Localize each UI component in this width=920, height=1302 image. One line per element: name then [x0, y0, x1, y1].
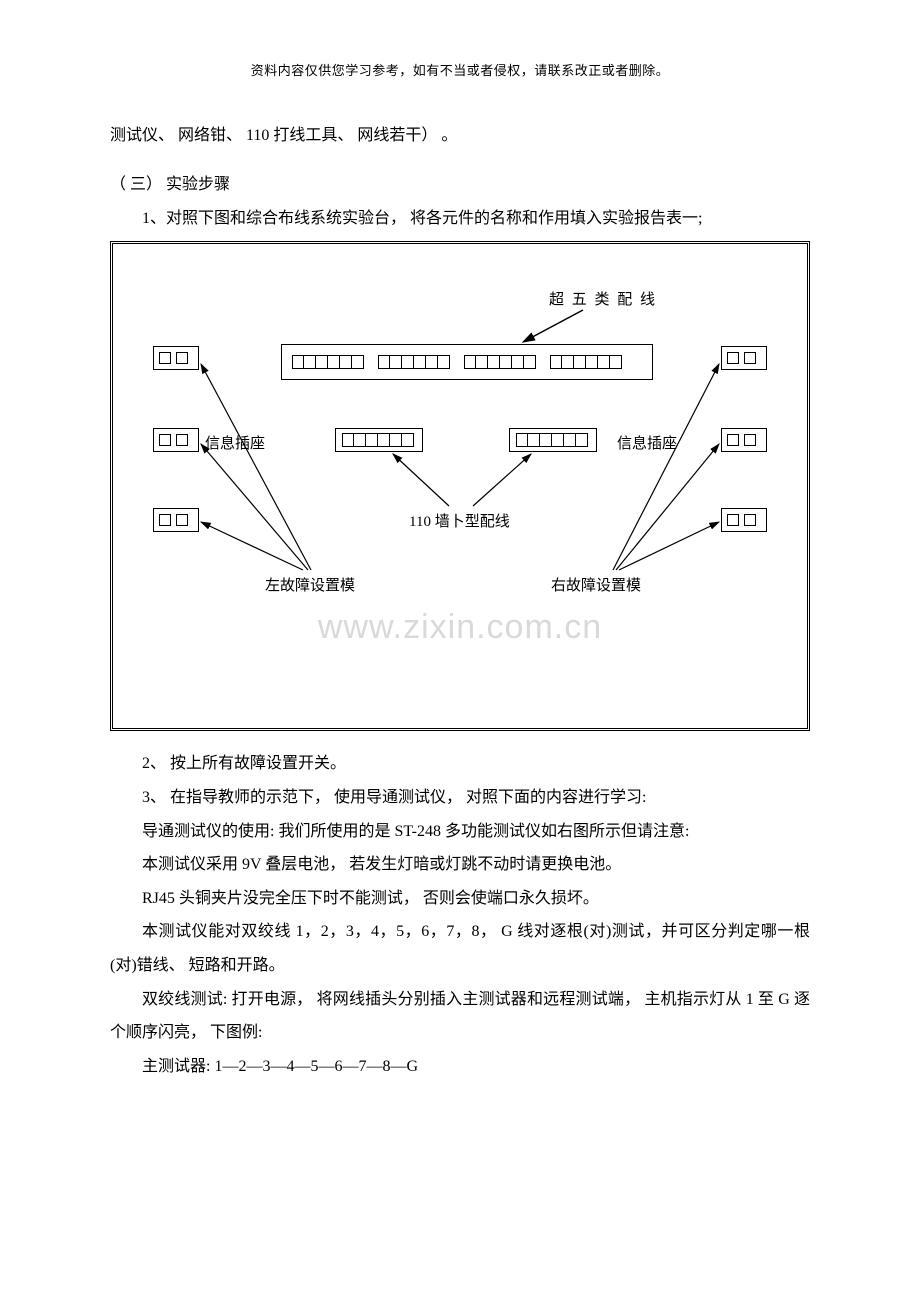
tools-line: 测试仪、 网络钳、 110 打线工具、 网线若干） 。: [110, 119, 810, 153]
label-left-socket: 信息插座: [205, 432, 265, 453]
info-socket-box: [153, 508, 199, 532]
wiring-diagram: www.zixin.com.cn 超 五 类 配 线: [110, 241, 810, 731]
info-socket-box: [153, 346, 199, 370]
info-socket-box: [721, 346, 767, 370]
wall-panel-left: [335, 428, 423, 452]
port-group: [550, 355, 622, 369]
diagram-arrows: [113, 244, 807, 728]
port-group: [292, 355, 364, 369]
port-group: [464, 355, 536, 369]
wall-panel-right: [509, 428, 597, 452]
main-patch-panel: [281, 344, 653, 380]
tester-usage: 导通测试仪的使用: 我们所使用的是 ST-248 多功能测试仪如右图所示但请注意…: [110, 815, 810, 849]
step-2: 2、 按上所有故障设置开关。: [110, 747, 810, 781]
label-left-fault: 左故障设置模: [265, 574, 355, 595]
info-socket-box: [721, 508, 767, 532]
section-3-title: （ 三） 实验步骤: [110, 167, 810, 202]
step-1: 1、对照下图和综合布线系统实验台， 将各元件的名称和作用填入实验报告表一;: [110, 202, 810, 236]
info-socket-box: [153, 428, 199, 452]
label-right-socket: 信息插座: [617, 432, 677, 453]
twisted-pair-test: 双绞线测试: 打开电源， 将网线插头分别插入主测试器和远程测试端， 主机指示灯从…: [110, 983, 810, 1050]
port-group: [342, 433, 414, 447]
step-3: 3、 在指导教师的示范下， 使用导通测试仪， 对照下面的内容进行学习:: [110, 781, 810, 815]
main-tester-seq: 主测试器: 1—2—3—4—5—6—7—8—G: [110, 1050, 810, 1084]
info-socket-box: [721, 428, 767, 452]
label-top-patch: 超 五 类 配 线: [549, 288, 657, 309]
spacer: [110, 153, 810, 167]
rj45-note: RJ45 头铜夹片没完全压下时不能测试， 否则会使端口永久损坏。: [110, 882, 810, 916]
port-group: [516, 433, 588, 447]
label-right-fault: 右故障设置模: [551, 574, 641, 595]
label-110-panel: 110 墙卜型配线: [409, 510, 510, 531]
header-note: 资料内容仅供您学习参考，如有不当或者侵权，请联系改正或者删除。: [110, 60, 810, 79]
watermark-text: www.zixin.com.cn: [318, 608, 602, 647]
pairs-note: 本测试仪能对双绞线 1，2，3，4，5，6，7，8， G 线对逐根(对)测试，并…: [110, 915, 810, 982]
page: 资料内容仅供您学习参考，如有不当或者侵权，请联系改正或者删除。 测试仪、 网络钳…: [0, 0, 920, 1143]
battery-note: 本测试仪采用 9V 叠层电池， 若发生灯暗或灯跳不动时请更换电池。: [110, 848, 810, 882]
port-group: [378, 355, 450, 369]
